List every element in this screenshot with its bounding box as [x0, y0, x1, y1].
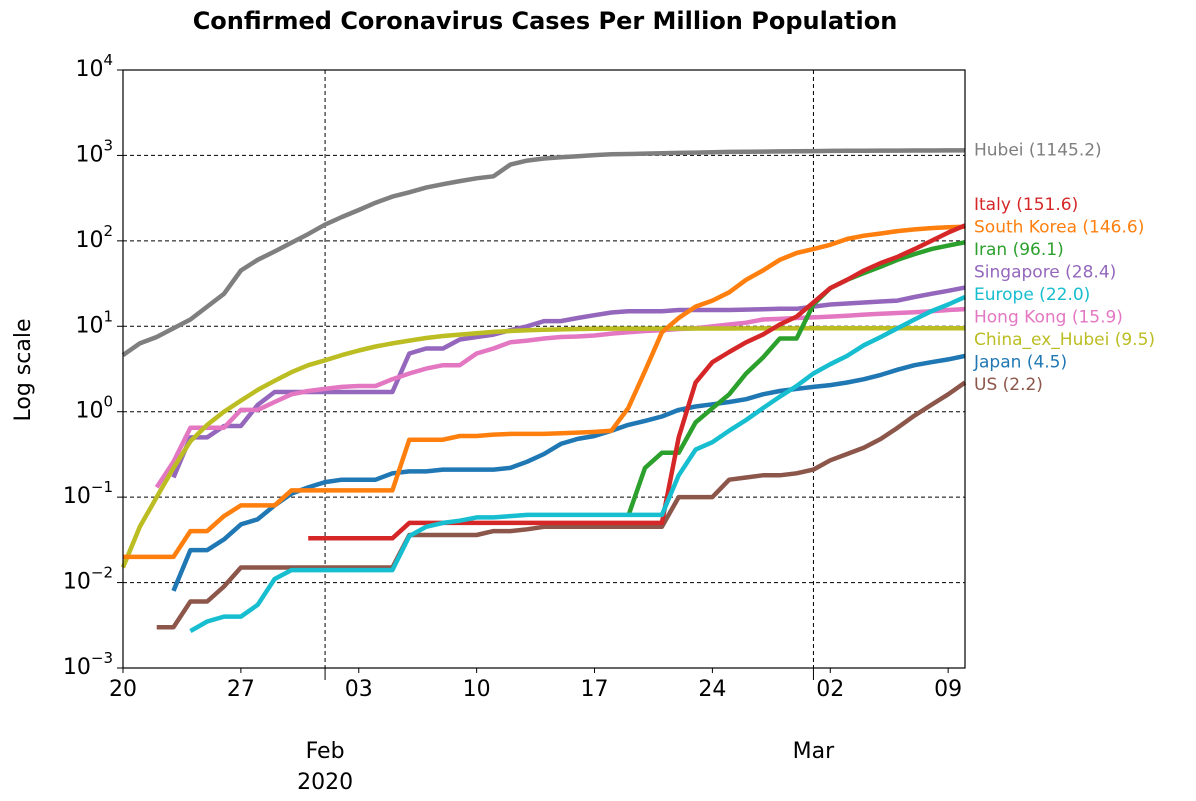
series-end-label: Iran (96.1)	[974, 240, 1064, 260]
y-tick-label: 10−3	[63, 649, 113, 681]
y-tick-label: 101	[75, 307, 113, 339]
series-line	[189, 294, 966, 634]
series-end-label: Singapore (28.4)	[974, 262, 1116, 282]
y-tick-label: 10−2	[63, 563, 113, 595]
chart-title: Confirmed Coronavirus Cases Per Million …	[193, 7, 898, 35]
x-tick-label: 09	[934, 677, 962, 702]
y-tick-label: 100	[75, 392, 113, 424]
series-end-label: Hong Kong (15.9)	[974, 307, 1123, 327]
series-line	[156, 380, 967, 630]
x-tick-label: 20	[109, 677, 137, 702]
series-line	[154, 306, 966, 489]
lines	[120, 148, 967, 634]
y-tick-label: 102	[75, 221, 113, 253]
series-end-label: Japan (4.5)	[973, 352, 1067, 372]
x-tick-label: 27	[227, 677, 255, 702]
y-tick-label: 10−1	[63, 478, 113, 510]
series-end-label: US (2.2)	[974, 375, 1043, 395]
plot-frame	[122, 69, 966, 669]
series-end-label: Europe (22.0)	[974, 285, 1090, 305]
labels: Hubei (1145.2) Italy (151.6)South Korea (…	[973, 140, 1155, 395]
x-tick-label: 24	[698, 677, 726, 702]
grid	[117, 69, 965, 680]
series-end-label: China_ex_Hubei (9.5)	[974, 330, 1155, 350]
x-tick-label: 17	[581, 677, 609, 702]
y-tick-label: 103	[75, 136, 113, 168]
series-end-label: South Korea (146.6)	[974, 217, 1144, 237]
series-end-label: Hubei (1145.2)	[974, 140, 1102, 160]
x-tick-label: 02	[816, 677, 844, 702]
series-line	[121, 148, 965, 357]
series-line	[123, 224, 966, 560]
x-major-label: Mar	[793, 739, 835, 764]
series-line	[626, 240, 966, 517]
x-major-label: Feb 2020	[297, 739, 353, 795]
x-tick-label: 10	[463, 677, 491, 702]
series-end-label: Italy (151.6)	[974, 195, 1078, 215]
x-tick-label: 03	[345, 677, 373, 702]
series-line	[308, 223, 966, 541]
series-line	[120, 325, 965, 569]
y-axis-label: Log scale	[11, 319, 36, 422]
y-tick-label: 104	[75, 51, 113, 83]
